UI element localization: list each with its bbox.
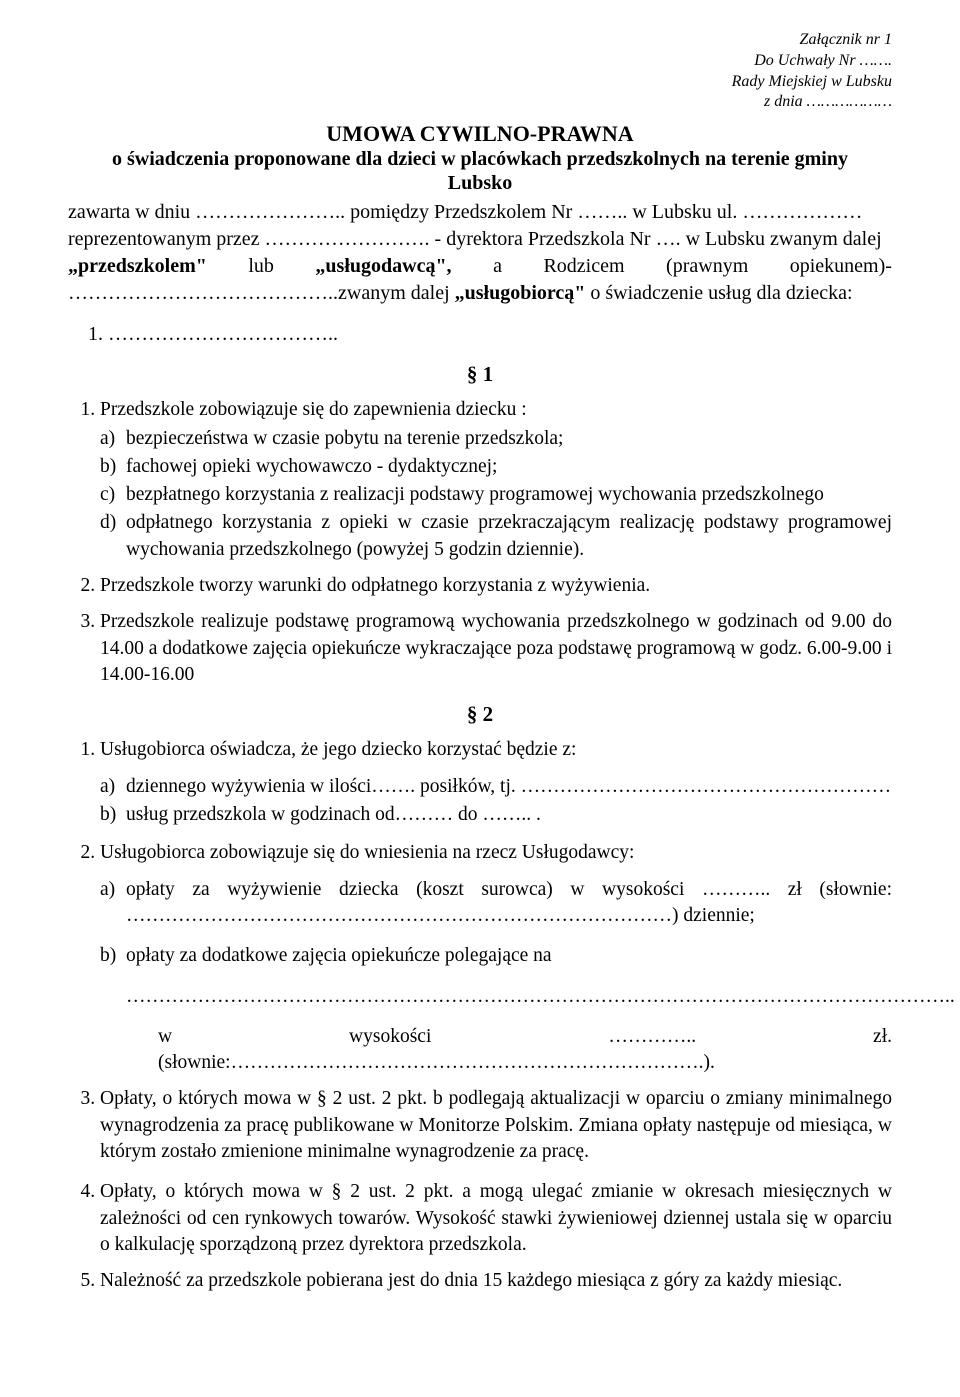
intro-line3: „przedszkolem" lub „usługodawcą", a Rodz… [68, 253, 892, 280]
s2-1-a: dziennego wyżywienia w ilości……. posiłkó… [126, 774, 892, 800]
intro-block: zawarta w dniu ………………….. pomiędzy Przeds… [68, 199, 892, 307]
s2-2-b-2: za [180, 945, 197, 966]
document-subtitle-1: o świadczenia proponowane dla dzieci w p… [68, 147, 892, 171]
intro-line3-c: „usługodawcą", [315, 253, 451, 280]
s2-2-b: opłaty za dodatkowe zajęcia opiekuńcze p… [126, 943, 892, 1010]
s1-item-1-sublist: bezpieczeństwa w czasie pobytu na tereni… [100, 426, 892, 564]
intro-line3-a: „przedszkolem" [68, 253, 207, 280]
s2-2-b-7: na [533, 945, 551, 966]
s2-2-b-4: zajęcia [292, 945, 346, 966]
s2-item-2-sublist: opłaty za wyżywienie dziecka (koszt suro… [100, 877, 892, 1010]
attachment-line4: z dnia ……………… [68, 92, 892, 113]
child-line: 1. …………………………….. [88, 321, 892, 348]
s2-2-a: opłaty za wyżywienie dziecka (koszt suro… [126, 877, 892, 930]
section-2-header: § 2 [68, 702, 892, 727]
attachment-line3: Rady Miejskiej w Lubsku [68, 72, 892, 93]
s2-2-b-3: dodatkowe [202, 945, 288, 966]
s2-1-b: usług przedszkola w godzinach od……… do …… [126, 802, 892, 828]
s2-2-b-5: opiekuńcze [351, 945, 440, 966]
s1-item-2: Przedszkole tworzy warunki do odpłatnego… [100, 573, 892, 599]
attachment-line2: Do Uchwały Nr ……. [68, 51, 892, 72]
intro-line4: …………………………………..zwanym dalej „usługobiorc… [68, 280, 892, 307]
s2-2-b-1: opłaty [126, 945, 175, 966]
s2-2-height: w wysokości ………….. zł. (słownie:……………………… [158, 1024, 892, 1077]
document-subtitle-2: Lubsko [68, 171, 892, 195]
intro-line2: reprezentowanym przez ……………………. - dyrekt… [68, 226, 892, 253]
intro-line3-d: a [493, 253, 502, 280]
document-title: UMOWA CYWILNO-PRAWNA [68, 121, 892, 147]
s2-item-2-text: Usługobiorca zobowiązuje się do wniesien… [100, 842, 634, 863]
intro-line1: zawarta w dniu ………………….. pomiędzy Przeds… [68, 199, 892, 226]
s2-item-1-sublist: dziennego wyżywienia w ilości……. posiłkó… [100, 774, 892, 829]
s2-item-2: Usługobiorca zobowiązuje się do wniesien… [100, 840, 892, 1076]
s2-2-b-dots: …………………………………………………………………………………………………………… [126, 984, 892, 1010]
s2-item-1: Usługobiorca oświadcza, że jego dziecko … [100, 737, 892, 828]
document-page: Załącznik nr 1 Do Uchwały Nr ……. Rady Mi… [0, 0, 960, 1397]
attachment-line1: Załącznik nr 1 [68, 30, 892, 51]
s2-2-b-6: polegające [445, 945, 528, 966]
s1-1-c: bezpłatnego korzystania z realizacji pod… [126, 482, 892, 508]
intro-line3-b: lub [248, 253, 274, 280]
section-1-header: § 1 [68, 362, 892, 387]
s2-item-5: Należność za przedszkole pobierana jest … [100, 1268, 892, 1294]
s1-item-1-text: Przedszkole zobowiązuje się do zapewnien… [100, 399, 527, 420]
s1-1-b: fachowej opieki wychowawczo - dydaktyczn… [126, 454, 892, 480]
s2-item-3: Opłaty, o których mowa w § 2 ust. 2 pkt.… [100, 1086, 892, 1165]
intro-line3-f: (prawnym [666, 253, 748, 280]
s2-item-4: Opłaty, o których mowa w § 2 ust. 2 pkt.… [100, 1179, 892, 1258]
section-2-list: Usługobiorca oświadcza, że jego dziecko … [68, 737, 892, 1294]
attachment-block: Załącznik nr 1 Do Uchwały Nr ……. Rady Mi… [68, 30, 892, 113]
section-1-list: Przedszkole zobowiązuje się do zapewnien… [68, 397, 892, 688]
s1-1-a: bezpieczeństwa w czasie pobytu na tereni… [126, 426, 892, 452]
s1-1-d: odpłatnego korzystania z opieki w czasie… [126, 510, 892, 563]
s2-item-1-text: Usługobiorca oświadcza, że jego dziecko … [100, 739, 576, 760]
s1-item-1: Przedszkole zobowiązuje się do zapewnien… [100, 397, 892, 563]
intro-line3-e: Rodzicem [543, 253, 624, 280]
s1-item-3: Przedszkole realizuje podstawę programow… [100, 609, 892, 688]
intro-line3-g: opiekunem)- [790, 253, 892, 280]
